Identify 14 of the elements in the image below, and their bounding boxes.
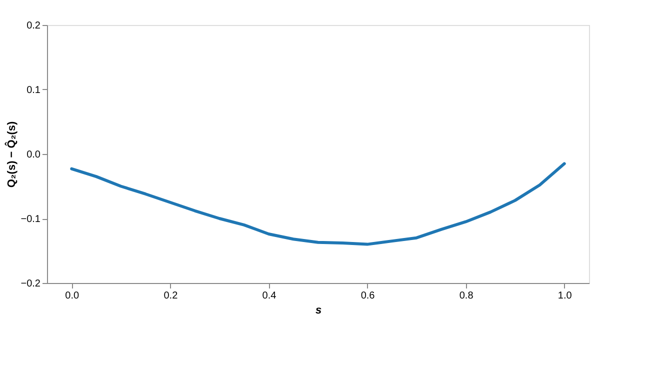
y-tick-label: 0.0 [26,150,41,160]
x-tick-label: 0.6 [360,290,376,302]
x-tick-label: 0.0 [65,290,80,302]
x-tick-label: 1.0 [558,290,572,302]
x-tick-label: 0.2 [164,290,178,302]
y-tick-label: 0.2 [26,20,41,32]
y-tick-label: −0.2 [20,278,41,290]
y-axis-title: Q₂(s) − Q̂₂(s) [4,121,18,188]
x-tick-label: 0.8 [459,290,474,302]
x-axis-title: s [315,304,322,316]
y-tick-label: 0.1 [26,85,41,96]
x-tick-label: 0.4 [262,290,277,302]
line-series [70,162,566,246]
y-tick-label: −0.1 [20,214,41,225]
